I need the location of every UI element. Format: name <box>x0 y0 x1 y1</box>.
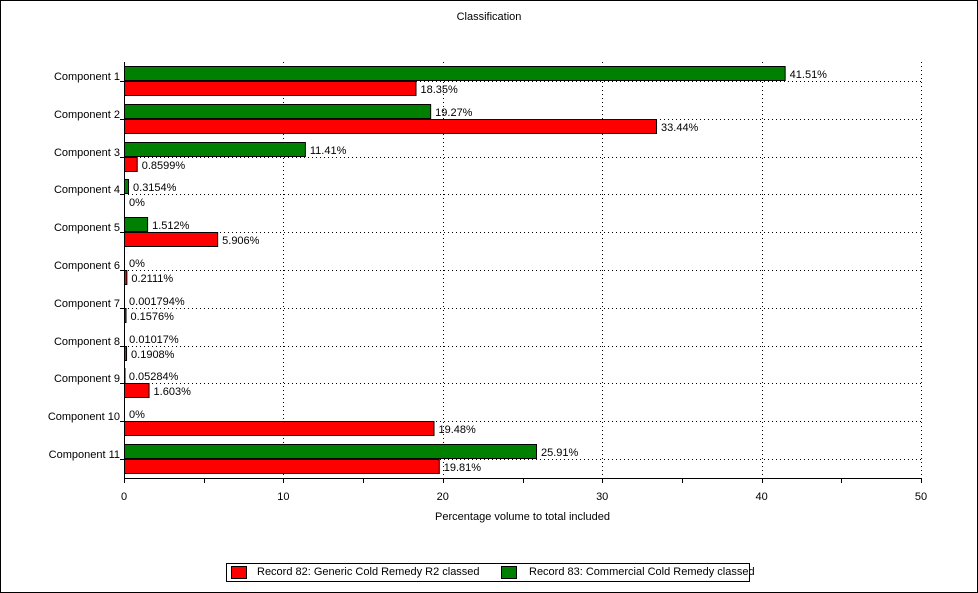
y-tick-label-component-1: Component 1 <box>54 71 120 83</box>
legend-swatch-record-83 <box>501 566 517 579</box>
y-tick-label-component-4: Component 4 <box>54 184 120 196</box>
data-label-record-83-component-4: 0.3154% <box>133 182 177 194</box>
bar-record-83-component-11 <box>124 444 538 459</box>
data-label-record-82-component-5: 5.906% <box>222 235 260 247</box>
y-tick-label-component-11: Component 11 <box>49 449 120 461</box>
bar-record-82-component-2 <box>124 119 658 134</box>
x-tick-label-30: 30 <box>596 491 608 503</box>
y-tick-label-component-3: Component 3 <box>54 147 120 159</box>
data-label-record-83-component-2: 19.27% <box>435 107 473 119</box>
y-tick-label-component-9: Component 9 <box>54 373 120 385</box>
data-label-record-83-component-3: 11.41% <box>310 145 347 157</box>
bar-record-82-component-10 <box>124 421 435 436</box>
bar-record-82-component-5 <box>124 232 219 247</box>
x-tick-label-40: 40 <box>755 491 767 503</box>
data-label-record-82-component-6: 0.2111% <box>131 273 173 285</box>
y-tick-label-component-10: Component 10 <box>48 411 120 423</box>
bar-record-82-component-1 <box>124 81 417 96</box>
data-label-record-82-component-4: 0% <box>129 197 145 209</box>
legend-label-record-83: Record 83: Commercial Cold Remedy classe… <box>529 566 755 578</box>
data-label-record-82-component-11: 19.81% <box>444 462 482 474</box>
y-tick-label-component-2: Component 2 <box>54 109 120 121</box>
data-label-record-83-component-5: 1.512% <box>152 220 190 232</box>
data-label-record-83-component-1: 41.51% <box>790 69 828 81</box>
legend-label-record-82: Record 82: Generic Cold Remedy R2 classe… <box>257 566 480 578</box>
data-label-record-82-component-8: 0.1908% <box>131 349 175 361</box>
data-label-record-82-component-2: 33.44% <box>661 122 699 134</box>
bar-record-83-component-2 <box>124 104 432 119</box>
y-tick-label-component-6: Component 6 <box>54 260 120 272</box>
data-label-record-83-component-6: 0% <box>129 258 145 270</box>
data-label-record-82-component-10: 19.48% <box>439 424 477 436</box>
bar-record-83-component-1 <box>124 66 786 81</box>
x-axis-label: Percentage volume to total included <box>435 511 610 523</box>
data-label-record-83-component-7: 0.001794% <box>129 296 185 308</box>
bar-record-82-component-9 <box>124 383 150 398</box>
data-label-record-82-component-9: 1.603% <box>154 386 192 398</box>
x-tick-label-0: 0 <box>121 491 127 503</box>
x-tick-label-50: 50 <box>915 491 927 503</box>
data-label-record-82-component-7: 0.1576% <box>131 311 175 323</box>
x-tick-label-10: 10 <box>277 491 289 503</box>
chart-title: Classification <box>456 11 522 23</box>
bar-record-82-component-11 <box>124 459 440 474</box>
data-label-record-83-component-11: 25.91% <box>541 447 579 459</box>
data-label-record-82-component-3: 0.8599% <box>142 160 186 172</box>
y-tick-label-component-8: Component 8 <box>54 336 120 348</box>
data-label-record-83-component-8: 0.01017% <box>129 334 179 346</box>
bar-record-83-component-4 <box>124 179 130 194</box>
bar-record-83-component-5 <box>124 217 149 232</box>
bar-record-83-component-3 <box>124 142 306 157</box>
x-tick-label-20: 20 <box>437 491 449 503</box>
data-label-record-83-component-10: 0% <box>129 409 145 421</box>
data-label-record-83-component-9: 0.05284% <box>129 371 179 383</box>
legend-swatch-record-82 <box>231 566 247 579</box>
y-tick-label-component-7: Component 7 <box>54 298 120 310</box>
bar-record-82-component-3 <box>124 157 138 172</box>
y-tick-label-component-5: Component 5 <box>54 222 120 234</box>
chart-legend: Record 82: Generic Cold Remedy R2 classe… <box>226 563 755 582</box>
data-label-record-82-component-1: 18.35% <box>420 84 458 96</box>
